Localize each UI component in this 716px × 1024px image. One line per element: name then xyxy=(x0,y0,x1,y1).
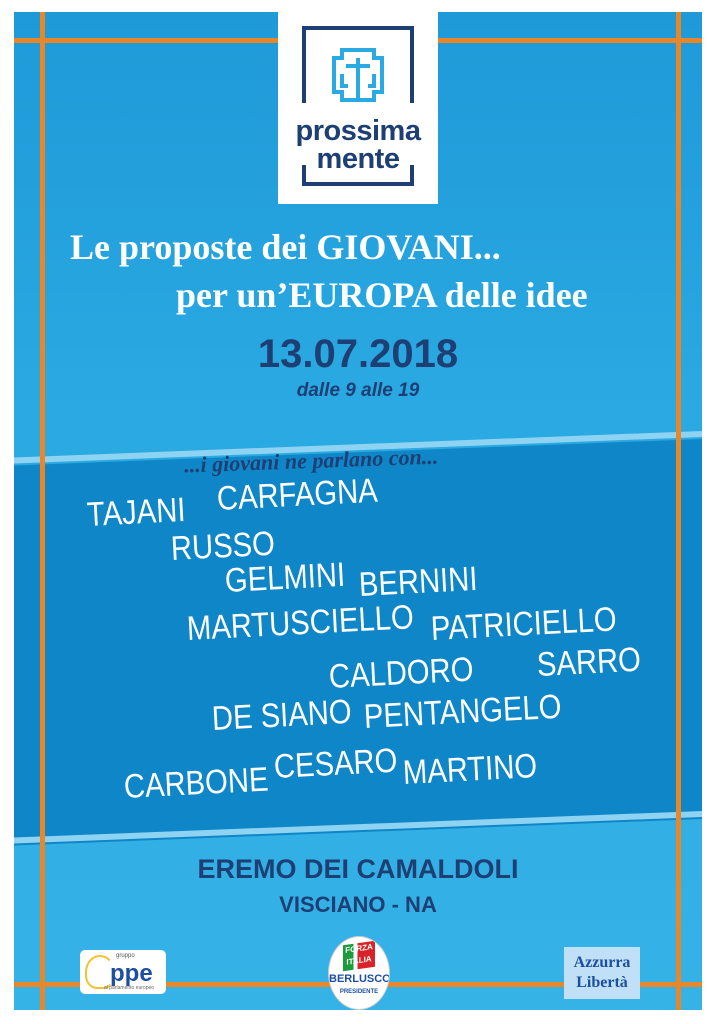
forza-italia-logo: FORZA ITALIA BERLUSCONI PRESIDENTE xyxy=(328,936,390,1010)
speaker-name: DE SIANO xyxy=(210,692,353,739)
poster: prossima mente Le proposte dei GIOVANI..… xyxy=(14,12,702,1010)
forza-italia-flag: FORZA ITALIA xyxy=(343,940,375,972)
speaker-name: SARRO xyxy=(535,640,642,685)
orange-line-left xyxy=(40,12,45,1010)
ppe-logo: gruppo ppe al parlamento europeo xyxy=(80,950,166,994)
speaker-name: TAJANI xyxy=(85,490,187,535)
speaker-name: CESARO xyxy=(272,741,399,787)
speaker-name: MARTINO xyxy=(401,747,539,793)
speaker-name: CALDORO xyxy=(327,650,475,697)
event-hours: dalle 9 alle 19 xyxy=(296,380,420,401)
ppe-small-text: gruppo xyxy=(116,953,135,959)
azzurra-line1: Azzurra xyxy=(573,954,631,971)
ppe-main-text: ppe xyxy=(110,960,153,987)
venue-place: VISCIANO - NA xyxy=(279,892,437,917)
azzurra-liberta-logo: Azzurra Libertà xyxy=(564,947,640,999)
azzurra-line2: Libertà xyxy=(576,974,628,991)
prossimamente-logo: prossima mente xyxy=(278,12,438,204)
forza-italia-sub: PRESIDENTE xyxy=(339,989,379,995)
speaker-name: BERNINI xyxy=(357,559,479,605)
venue-name: EREMO DEI CAMALDOLI xyxy=(197,854,519,884)
forza-italia-name: BERLUSCONI xyxy=(329,973,390,985)
ppe-sub-text: al parlamento europeo xyxy=(104,985,155,991)
orange-line-right xyxy=(676,12,681,1010)
logo-text-line1: prossima xyxy=(295,115,421,147)
headline-line2: per un’EUROPA delle idee xyxy=(176,275,588,315)
brain-icon xyxy=(332,48,384,102)
speaker-name: GELMINI xyxy=(223,555,347,601)
event-date: 13.07.2018 xyxy=(257,332,459,376)
logo-text-line2: mente xyxy=(316,143,400,175)
speaker-name: CARBONE xyxy=(122,760,270,807)
headline-line1: Le proposte dei GIOVANI... xyxy=(70,227,501,267)
heart-icon xyxy=(85,955,115,989)
